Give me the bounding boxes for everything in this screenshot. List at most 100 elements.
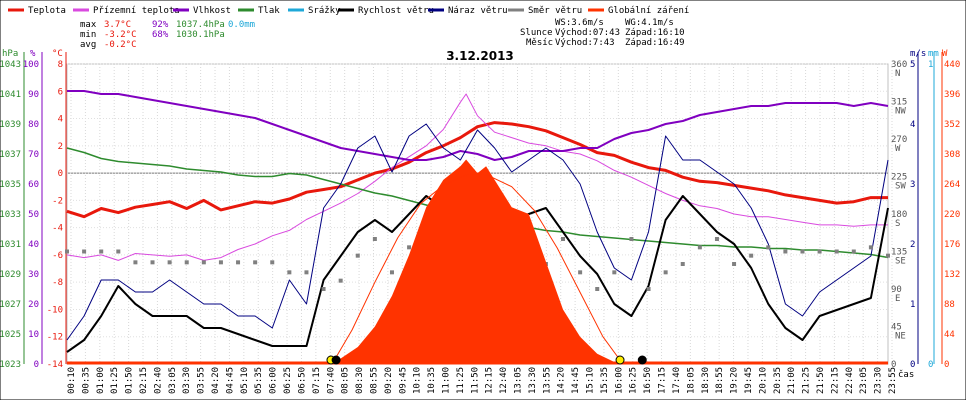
legend-entry: Vlhkost: [193, 6, 231, 16]
y-tick-dir: 90: [891, 285, 902, 295]
wind-direction-point: [817, 249, 822, 254]
wind-direction-point: [253, 260, 258, 265]
legend-entry: Teplota: [28, 6, 66, 16]
x-tick-label: 05:10: [240, 367, 250, 394]
axis-unit-pct: %: [30, 49, 36, 59]
wind-direction-point: [99, 249, 104, 254]
wind-direction-point: [407, 245, 412, 250]
wind-direction-point: [321, 287, 326, 291]
x-tick-label: 13:30: [528, 367, 538, 394]
axis-unit-wind: m/s: [910, 49, 926, 59]
wind-direction-point: [578, 270, 583, 275]
stats-value: max: [80, 20, 97, 30]
y-tick-temp: -2: [52, 196, 63, 206]
axis-unit-rain: mm: [928, 49, 939, 59]
x-tick-label: 03:55: [197, 367, 207, 394]
x-tick-label: 14:45: [571, 367, 581, 394]
legend-entry: Náraz větru: [448, 6, 508, 16]
wind-direction-point: [201, 260, 206, 265]
x-tick-label: 01:00: [96, 367, 106, 394]
y-tick-rad: 220: [944, 210, 960, 220]
y-tick-hpa: 1033: [0, 210, 21, 220]
stats-value: min: [80, 30, 96, 40]
x-tick-label: 19:45: [744, 367, 754, 394]
y-tick-dir-name: SE: [895, 257, 906, 267]
wind-direction-point: [663, 270, 668, 275]
y-tick-rad: 132: [944, 270, 960, 280]
x-tick-label: 23:05: [859, 367, 869, 394]
y-tick-dir-name: SW: [895, 182, 906, 192]
x-tick-label: 02:15: [139, 367, 149, 394]
legend-entry: Globální záření: [608, 6, 689, 16]
y-tick-temp: -8: [52, 278, 63, 288]
x-tick-label: 18:55: [715, 367, 725, 394]
x-tick-label: 05:35: [254, 367, 264, 394]
wind-direction-point: [372, 237, 377, 241]
y-tick-rad: 176: [944, 240, 960, 250]
wind-direction-point: [167, 260, 172, 265]
y-tick-dir: 180: [891, 210, 907, 220]
y-tick-hpa: 1041: [0, 90, 21, 100]
y-tick-pct: 20: [28, 300, 39, 310]
y-tick-wind: 5: [910, 60, 915, 70]
wind-direction-point: [749, 253, 754, 258]
y-tick-dir: 135: [891, 248, 907, 258]
y-tick-dir: 225: [891, 173, 907, 183]
y-tick-hpa: 1027: [0, 300, 21, 310]
wind-direction-point: [612, 270, 617, 275]
stats-value: -3.2°C: [104, 30, 137, 40]
x-tick-label: 10:10: [413, 367, 423, 394]
y-tick-temp: 4: [58, 115, 63, 125]
y-tick-temp: 2: [58, 142, 63, 152]
x-tick-label: 13:05: [514, 367, 524, 394]
stats-value: 3.7°C: [104, 20, 131, 30]
wind-direction-point: [800, 249, 805, 254]
x-tick-label: 08:30: [355, 367, 365, 394]
y-tick-temp: -14: [47, 360, 63, 370]
y-tick-hpa: 1035: [0, 180, 21, 190]
chart-title: 3.12.2013: [446, 49, 514, 63]
x-tick-label: 21:50: [816, 367, 826, 394]
wind-direction-point: [116, 249, 121, 254]
wind-direction-point: [714, 237, 719, 241]
series-5-line: [66, 123, 889, 341]
sunset: Západ:16:10: [625, 28, 685, 38]
wind-direction-point: [697, 245, 702, 250]
x-tick-label: 18:30: [701, 367, 711, 394]
x-tick-label: 13:55: [542, 367, 552, 394]
wind-direction-point: [851, 249, 856, 254]
y-tick-pct: 100: [23, 60, 39, 70]
y-tick-temp: -12: [47, 333, 63, 343]
x-tick-label: 23:55: [888, 367, 898, 394]
y-tick-rain: 0: [928, 360, 933, 370]
wind-direction-point: [218, 260, 223, 265]
x-tick-label: 15:10: [586, 367, 596, 394]
x-tick-label: 06:25: [283, 367, 293, 394]
x-tick-label: 00:10: [67, 367, 77, 394]
y-tick-rad: 396: [944, 90, 960, 100]
x-tick-label: 01:50: [125, 367, 135, 394]
y-tick-dir-name: S: [895, 219, 900, 229]
x-axis-label: čas: [898, 369, 914, 380]
x-tick-label: 21:00: [787, 367, 797, 394]
wind-direction-point: [868, 245, 873, 250]
y-tick-dir-name: N: [895, 69, 900, 79]
x-tick-label: 18:05: [686, 367, 696, 394]
stats-value: 1037.4hPa: [176, 20, 225, 30]
legend-entry: Srážky: [308, 6, 341, 16]
series-1-line: [66, 93, 888, 261]
x-tick-label: 22:40: [845, 367, 855, 394]
axis-unit-hpa: hPa: [2, 49, 18, 59]
moon-marker: [331, 355, 341, 365]
y-tick-hpa: 1037: [0, 150, 21, 160]
y-tick-pct: 60: [28, 180, 39, 190]
y-tick-rad: 0: [944, 360, 949, 370]
y-tick-pct: 40: [28, 240, 39, 250]
wind-direction-point: [646, 287, 651, 291]
x-tick-label: 15:35: [600, 367, 610, 394]
y-tick-pct: 0: [34, 360, 39, 370]
y-tick-dir-name: W: [895, 144, 901, 154]
y-tick-dir: 315: [891, 98, 907, 108]
wind-direction-point: [680, 262, 685, 266]
series-7-area: [332, 159, 623, 364]
